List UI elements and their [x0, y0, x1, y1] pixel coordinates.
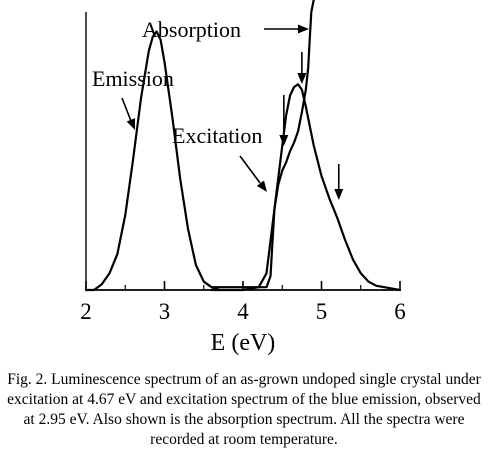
excitation-pointer [239, 155, 261, 184]
arrowhead [279, 135, 289, 146]
x-tick-label: 2 [80, 299, 92, 324]
excitation-label: Excitation [172, 123, 262, 148]
arrowhead [298, 24, 309, 34]
x-tick-label: 6 [394, 299, 406, 324]
x-axis-ticks: 2 3 4 5 6 [80, 281, 406, 324]
arrowhead [126, 118, 136, 130]
x-axis-label: E (eV) [211, 330, 276, 356]
emission-pointer [121, 97, 132, 122]
absorption-curve [210, 0, 315, 289]
emission-curve [84, 30, 221, 292]
x-tick-label: 4 [237, 299, 249, 324]
arrowhead [297, 73, 307, 84]
arrowhead [256, 180, 267, 192]
excitation-curve [210, 83, 402, 292]
spectrum-chart: 2 3 4 5 6 Absorption Emission Excitation E (… [80, 0, 406, 356]
series-layer [84, 0, 402, 292]
emission-label: Emission [92, 66, 174, 91]
x-tick-label: 3 [159, 299, 171, 324]
absorption-label: Absorption [142, 17, 241, 42]
figure-caption: Fig. 2. Luminescence spectrum of an as-g… [7, 371, 481, 448]
arrowhead [334, 189, 344, 200]
x-tick-label: 5 [316, 299, 328, 324]
annotation-arrows [121, 24, 344, 200]
